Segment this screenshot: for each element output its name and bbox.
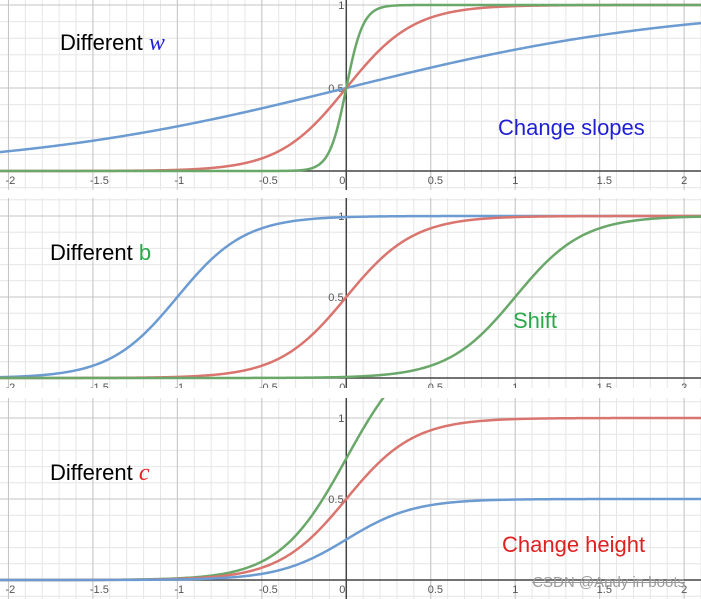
annotation-change-height: Change height	[502, 532, 646, 557]
title-variable: b	[138, 240, 152, 265]
x-tick-label: -0.5	[259, 175, 278, 187]
x-tick-label: 1.5	[597, 584, 612, 596]
x-tick-label: 2	[681, 175, 687, 187]
x-tick-label: -1.5	[90, 175, 109, 187]
x-tick-label: -2	[5, 584, 15, 596]
x-tick-label: 0	[339, 382, 345, 388]
x-tick-label: -1	[174, 584, 184, 596]
x-tick-label: 1.5	[597, 175, 612, 187]
x-tick-label: 0	[339, 584, 345, 596]
x-tick-label: 0	[339, 175, 345, 187]
x-tick-label: 0.5	[428, 175, 443, 187]
watermark: CSDN @Andy in boots	[532, 574, 685, 591]
annotation-change-slopes: Change slopes	[498, 115, 645, 140]
x-tick-label: -1	[174, 175, 184, 187]
x-tick-label: -2	[5, 175, 15, 187]
panel-different-b: -2 -1.5 -1 -0.5 0 0.5 1 1.5 2 0.5 1 Different b Sh…	[0, 198, 701, 388]
x-tick-label: 1	[512, 584, 518, 596]
plot-different-w: -2 -1.5 -1 -0.5 0 0.5 1 1.5 20.51	[0, 0, 701, 190]
x-tick-label: -1.5	[90, 584, 109, 596]
x-tick-label: -1	[174, 382, 184, 388]
title-variable: w	[148, 30, 165, 56]
y-tick-label: 1	[338, 0, 344, 12]
panel-title-c: Different c	[50, 460, 150, 487]
x-tick-label: 1	[512, 175, 518, 187]
x-tick-label: 1	[512, 382, 518, 388]
series-line-3	[0, 3, 701, 173]
title-prefix: Different	[50, 240, 133, 265]
title-prefix: Different	[50, 460, 133, 485]
panel-different-w: -2 -1.5 -1 -0.5 0 0.5 1 1.5 2 0.5 1 Different w Ch…	[0, 0, 701, 190]
x-tick-label: -0.5	[259, 584, 278, 596]
series-line-1	[0, 21, 701, 154]
y-tick-label: 0.5	[328, 494, 343, 506]
major-grid	[0, 0, 701, 190]
x-tick-label: 0.5	[428, 584, 443, 596]
x-tick-label: 0.5	[428, 382, 443, 388]
x-tick-label: -1.5	[90, 382, 109, 388]
y-tick-label: 1	[338, 413, 344, 425]
minor-grid	[0, 0, 701, 190]
annotation-shift: Shift	[513, 308, 558, 333]
plot-different-b: -2 -1.5 -1 -0.5 0 0.5 1 1.5 20.51	[0, 198, 701, 388]
x-tick-label: 2	[681, 382, 687, 388]
x-tick-label: 1.5	[597, 382, 612, 388]
panel-different-c: -2 -1.5 -1 -0.5 0 0.5 1 1.5 2 0.5 1 Different c Ch…	[0, 398, 701, 599]
x-tick-label: -0.5	[259, 382, 278, 388]
panel-title-w: Different w	[60, 30, 165, 57]
panel-title-b: Different b	[50, 240, 151, 266]
x-tick-label: 2	[681, 584, 687, 596]
title-prefix: Different	[60, 30, 143, 55]
y-tick-label: 0.5	[328, 292, 343, 304]
x-tick-label: -2	[5, 382, 15, 388]
series-line-3	[0, 215, 701, 380]
series-line-3	[0, 497, 701, 582]
plot-different-c: -2 -1.5 -1 -0.5 0 0.5 1 1.5 2 0.5 1	[0, 398, 701, 599]
title-variable: c	[138, 460, 150, 486]
